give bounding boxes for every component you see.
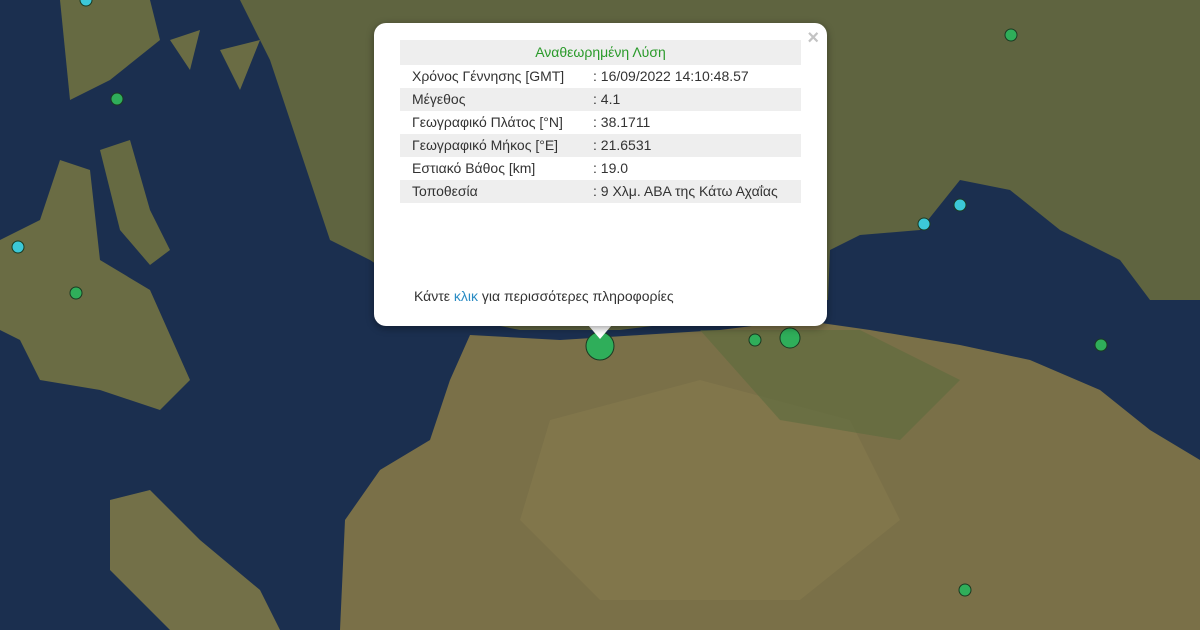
earthquake-marker[interactable] (779, 327, 801, 349)
earthquake-marker[interactable] (11, 240, 25, 254)
land-lefkada (60, 0, 160, 100)
more-info-text: Κάντε κλικ για περισσότερες πληροφορίες (414, 288, 674, 304)
row-label: Μέγεθος (400, 88, 589, 111)
table-row: Γεωγραφικό Μήκος [°E]: 21.6531 (400, 134, 801, 157)
earthquake-marker[interactable] (917, 217, 931, 231)
earthquake-marker[interactable] (953, 198, 967, 212)
row-label: Εστιακό Βάθος [km] (412, 160, 536, 176)
earthquake-info-popup: × Αναθεωρημένη Λύση Χρόνος Γέννησης [GMT… (374, 23, 827, 326)
row-value: : 21.6531 (589, 134, 801, 157)
earthquake-marker[interactable] (1004, 28, 1018, 42)
table-row: Εστιακό Βάθος [km] : 19.0 (400, 157, 801, 180)
more-suffix: για περισσότερες πληροφορίες (478, 288, 674, 304)
table-row: Μέγεθος: 4.1 (400, 88, 801, 111)
row-value: : 38.1711 (593, 114, 651, 130)
land-ithaca (100, 140, 170, 265)
earthquake-marker[interactable] (79, 0, 93, 7)
more-info-link[interactable]: κλικ (453, 288, 479, 304)
table-row: Χρόνος Γέννησης [GMT] : 16/09/2022 14:10:… (400, 65, 801, 88)
row-label: Γεωγραφικό Πλάτος [°N] (412, 114, 563, 130)
popup-title: Αναθεωρημένη Λύση (400, 40, 801, 65)
row-value: : 4.1 (589, 88, 801, 111)
earthquake-marker[interactable] (1094, 338, 1108, 352)
row-value: : 19.0 (593, 160, 629, 176)
row-label: Χρόνος Γέννησης [GMT] (412, 68, 565, 84)
earthquake-marker[interactable] (69, 286, 83, 300)
close-icon[interactable]: × (807, 27, 819, 49)
row-value: : 9 Χλμ. ΑΒΑ της Κάτω Αχαΐας (589, 180, 801, 203)
table-row: Τοποθεσία: 9 Χλμ. ΑΒΑ της Κάτω Αχαΐας (400, 180, 801, 203)
earthquake-details-table: Αναθεωρημένη Λύση Χρόνος Γέννησης [GMT]:… (400, 40, 801, 203)
earthquake-marker[interactable] (748, 333, 762, 347)
earthquake-marker[interactable] (110, 92, 124, 106)
earthquake-marker[interactable] (958, 583, 972, 597)
popup-pointer (588, 325, 612, 339)
row-value: : 16/09/2022 14:10:48.57 (593, 68, 749, 84)
land-zakynthos (110, 490, 280, 630)
row-label: Τοποθεσία (400, 180, 589, 203)
more-prefix: Κάντε (414, 288, 454, 304)
table-row: Γεωγραφικό Πλάτος [°N] : 38.1711 (400, 111, 801, 134)
row-label: Γεωγραφικό Μήκος [°E] (400, 134, 589, 157)
land-kefalonia (0, 160, 190, 410)
